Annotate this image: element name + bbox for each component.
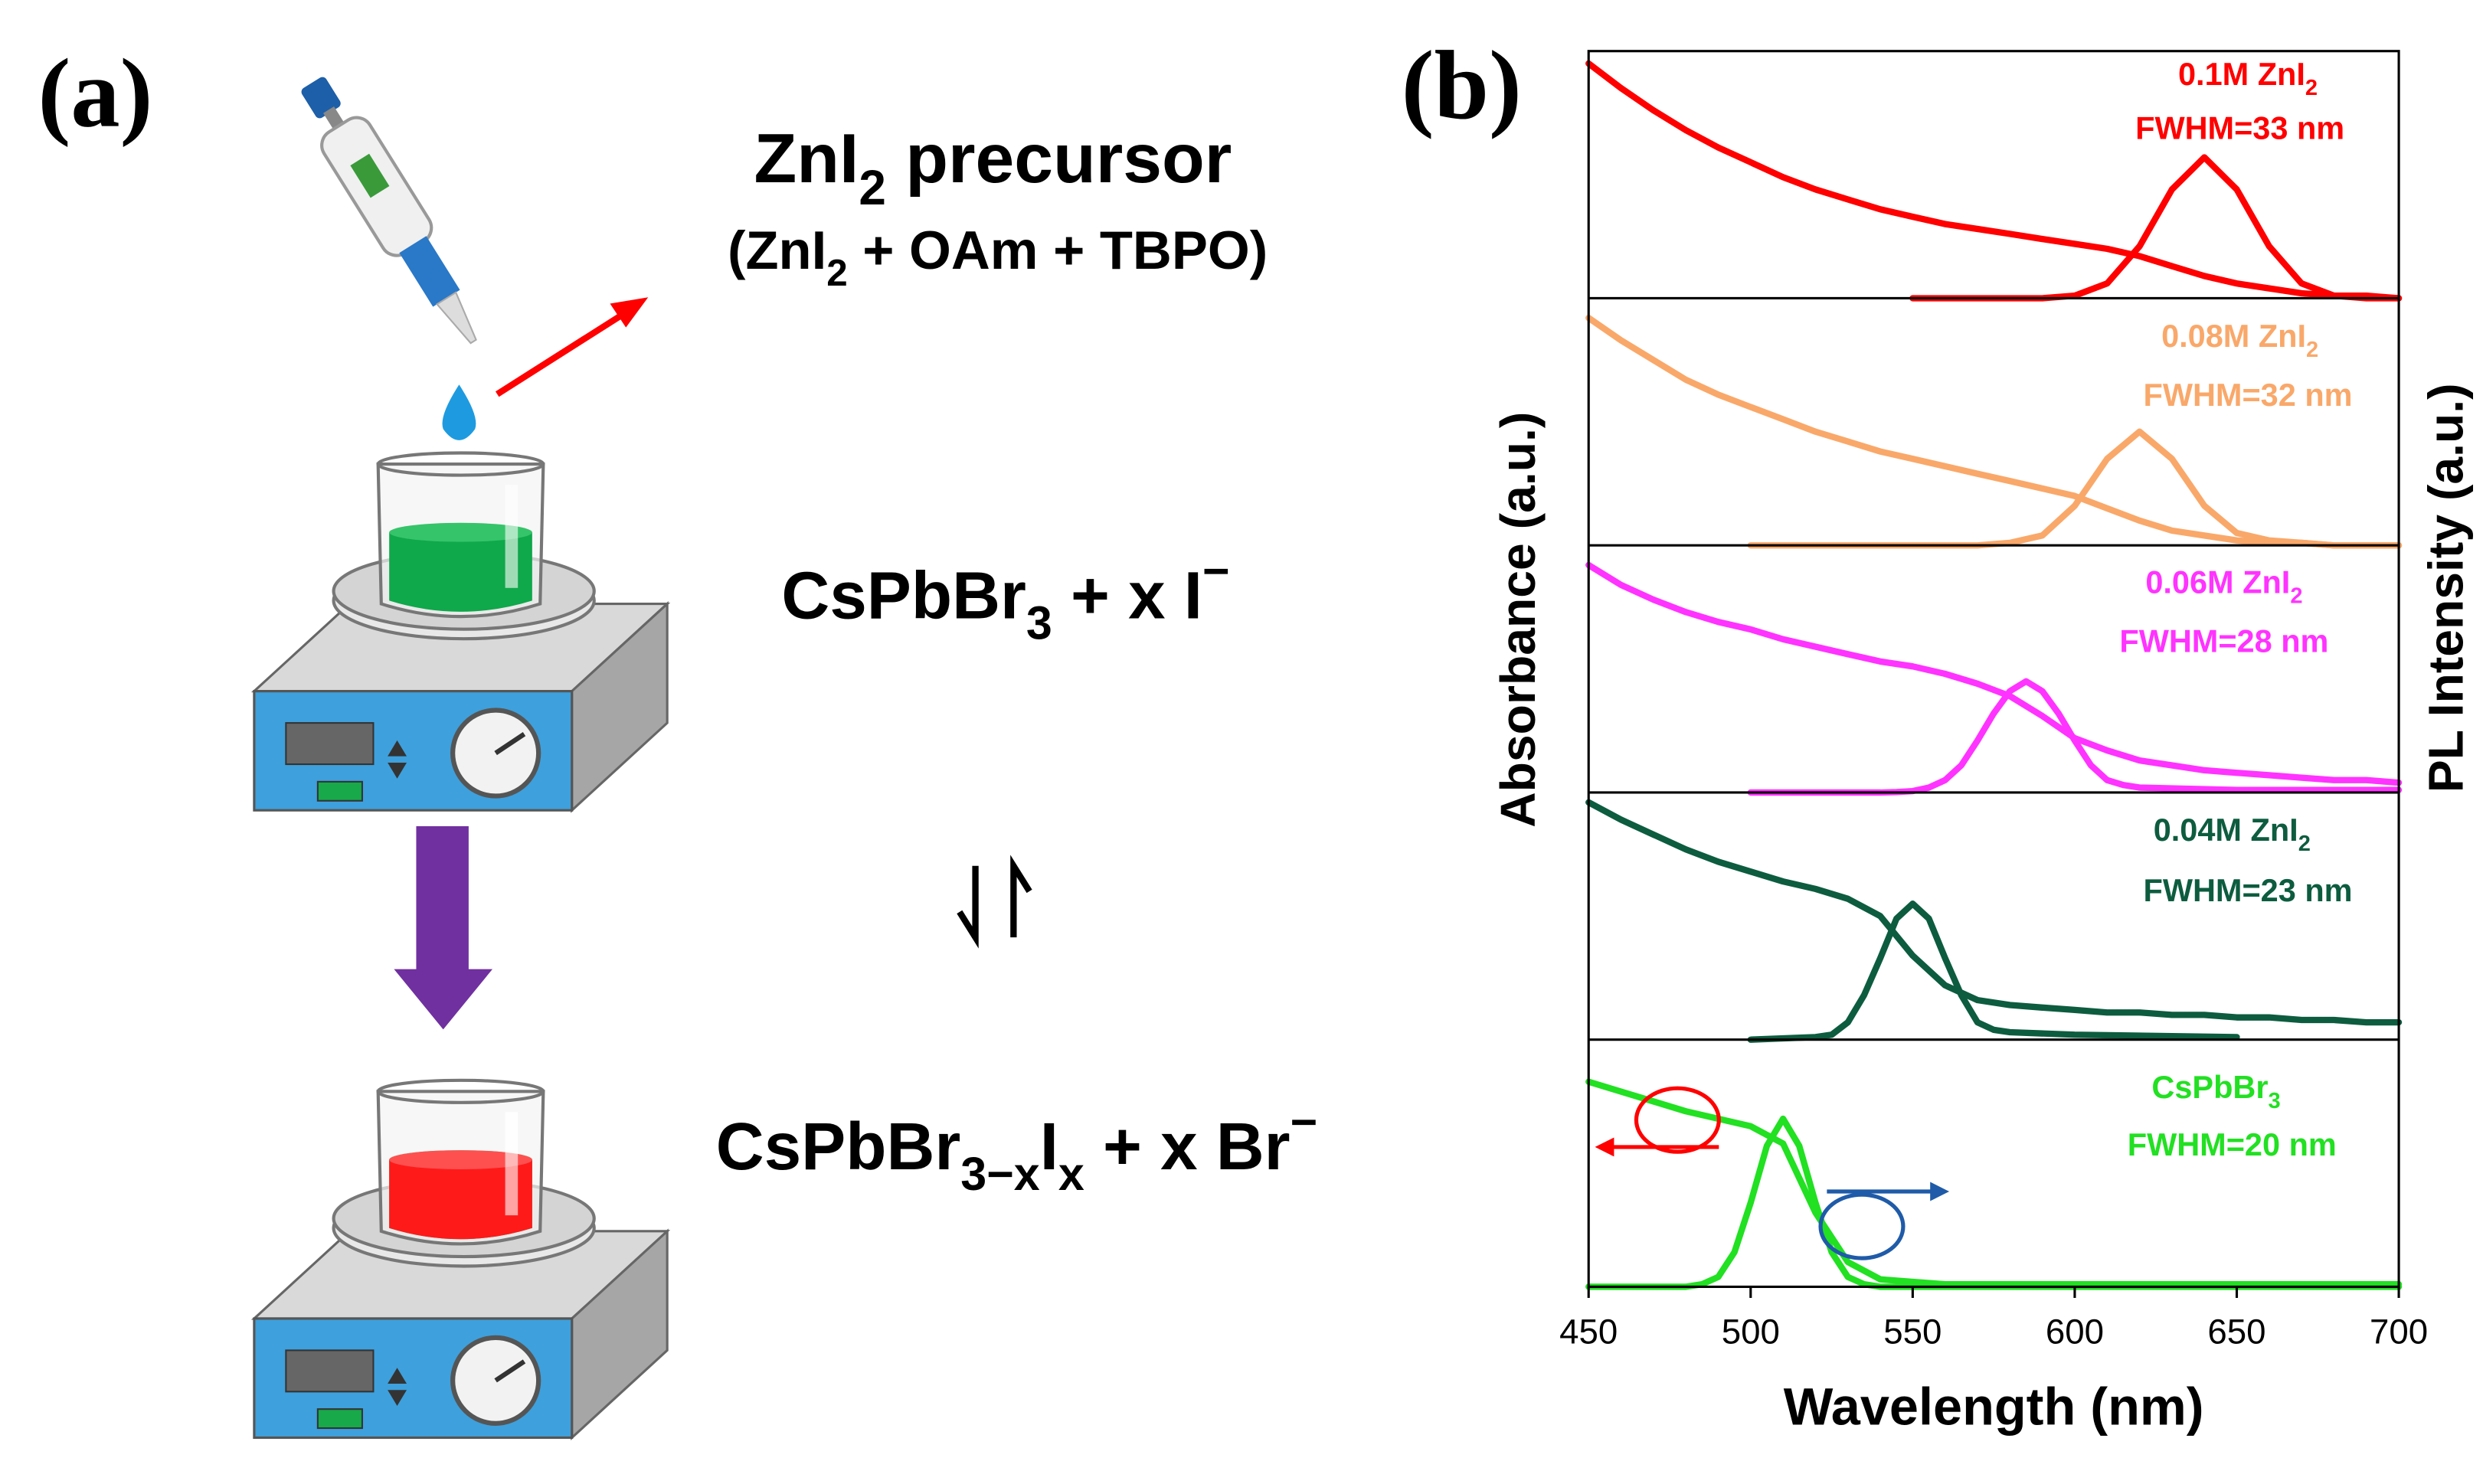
absorbance-marker — [1595, 1086, 1721, 1157]
panel-label: (a) — [38, 38, 152, 148]
pl-marker — [1818, 1182, 1950, 1260]
text-part: + OAm + TBPO) — [848, 220, 1268, 280]
arrow-head — [394, 969, 493, 1030]
sample-label: CsPbBr3 — [2151, 1069, 2280, 1113]
reactant: CsPbBr3 + x I− — [781, 545, 1229, 649]
x-tick-label: 500 — [1722, 1312, 1780, 1352]
liquid-red — [389, 1159, 532, 1240]
arrow-head — [1595, 1137, 1614, 1157]
fwhm-label: FWHM=20 nm — [2128, 1126, 2337, 1162]
absorbance-curve — [1585, 60, 2403, 302]
text-part: − — [1291, 1096, 1318, 1148]
text-part: 3 — [2269, 1089, 2281, 1113]
pipette-shaft — [399, 236, 460, 307]
y-axis-label: Absorbance (a.u.) — [1490, 412, 1546, 828]
pipette-display — [350, 153, 390, 198]
x-axis-label: Wavelength (nm) — [1784, 1377, 2204, 1436]
text-part: 3 — [1026, 597, 1052, 649]
text-part: 3−x — [960, 1148, 1040, 1200]
text-part: + x I — [1052, 558, 1202, 632]
arrow-head — [1930, 1182, 1950, 1201]
dial-needle — [494, 732, 526, 756]
pl-curve — [1585, 1115, 2403, 1290]
text-part: + x Br — [1084, 1110, 1291, 1184]
sample-label: 0.04M ZnI2 — [2154, 812, 2311, 856]
sample-label: 0.06M ZnI2 — [2145, 564, 2302, 609]
precursor-title: ZnI2 precursor — [754, 119, 1232, 215]
fwhm-label: FWHM=23 nm — [2144, 872, 2353, 908]
sample-label: 0.1M ZnI2 — [2178, 56, 2318, 100]
text-part: 0.04M ZnI — [2154, 812, 2298, 848]
arrow-shaft — [496, 306, 634, 397]
purple-arrow — [394, 825, 493, 1030]
equilibrium-arrows — [957, 855, 1032, 949]
text-part: − — [1202, 545, 1230, 597]
drop — [442, 384, 476, 440]
harpoon-down — [957, 865, 979, 949]
text-part: I — [1040, 1110, 1058, 1184]
x-tick-label: 700 — [2370, 1312, 2428, 1352]
text-part: 2 — [826, 252, 847, 294]
text-part: x — [1058, 1148, 1084, 1200]
text-part: CsPbBr — [2151, 1069, 2268, 1105]
text-part: 2 — [2306, 338, 2318, 362]
text-part: 2 — [2298, 832, 2311, 856]
plot-frame — [1587, 50, 2400, 1289]
harpoon-up — [1010, 855, 1032, 938]
x-tick-label: 550 — [1883, 1312, 1942, 1352]
pl-curve — [1747, 901, 2240, 1043]
text-part: precursor — [886, 119, 1232, 198]
glare — [505, 484, 519, 588]
liquid — [389, 532, 532, 612]
product: CsPbBr3−xIx + x Br− — [716, 1096, 1317, 1200]
display — [285, 722, 375, 766]
arrow-shaft — [416, 825, 469, 972]
sample-label: 0.08M ZnI2 — [2161, 318, 2318, 362]
x-tick-label: 650 — [2207, 1312, 2265, 1352]
panel-label: (b) — [1402, 30, 1522, 139]
beaker-rim — [376, 451, 545, 477]
pipette — [301, 77, 477, 345]
fwhm-label: FWHM=28 nm — [2119, 623, 2328, 659]
text-part: 0.1M ZnI — [2178, 56, 2305, 92]
text-part: CsPbBr — [716, 1110, 960, 1184]
precursor-mix: (ZnI2 + OAm + TBPO) — [728, 220, 1268, 294]
liquid-surface — [389, 522, 532, 542]
red-arrow — [496, 297, 649, 397]
text-part: CsPbBr — [781, 558, 1026, 632]
stirrer-setup-2 — [254, 1080, 667, 1438]
fwhm-label: FWHM=32 nm — [2144, 377, 2353, 413]
up-arrow — [388, 740, 407, 757]
pipette-tip — [436, 291, 477, 345]
absorbance-curve — [1585, 561, 2403, 786]
ellipse — [1818, 1192, 1906, 1260]
glare-2 — [505, 1112, 519, 1216]
down-arrow — [388, 762, 407, 779]
text-part: 2 — [859, 160, 886, 215]
pl-curve — [1747, 678, 2403, 796]
button — [316, 780, 363, 802]
text-part: 2 — [2290, 583, 2302, 608]
text-part: 0.08M ZnI — [2161, 318, 2306, 354]
pipette-button — [301, 77, 341, 119]
x-tick-label: 450 — [1559, 1312, 1618, 1352]
absorbance-curve — [1585, 799, 2403, 1026]
text-part: 0.06M ZnI — [2145, 564, 2290, 600]
y2-axis-label: PL Intensity (a.u.) — [2418, 383, 2473, 793]
text-part: 2 — [2305, 76, 2318, 100]
pl-curve — [1747, 428, 2403, 549]
text-part: (ZnI — [728, 220, 826, 280]
stirrer-setup — [250, 451, 671, 813]
text-part: ZnI — [754, 119, 859, 198]
liquid-red-surface — [389, 1150, 532, 1169]
fwhm-label: FWHM=33 nm — [2135, 110, 2344, 145]
arrow-head — [610, 297, 649, 328]
x-tick-label: 600 — [2046, 1312, 2104, 1352]
ellipse — [1634, 1086, 1721, 1154]
